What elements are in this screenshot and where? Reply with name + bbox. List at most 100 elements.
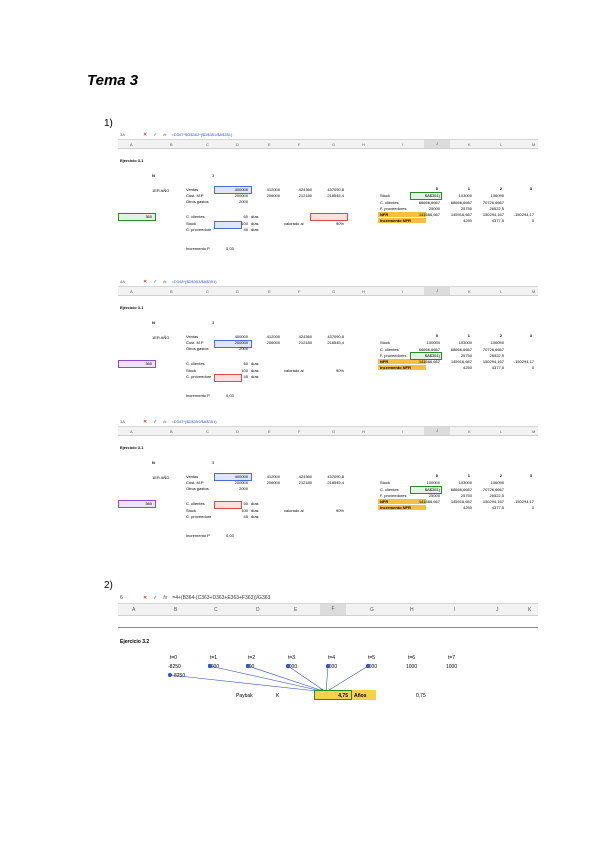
column-letter[interactable]: J — [496, 607, 499, 613]
column-letter[interactable]: I — [402, 289, 404, 294]
column-letter[interactable]: M — [532, 142, 536, 147]
column-letter[interactable]: M — [532, 289, 536, 294]
period-header: 3 — [529, 333, 532, 338]
cost-value: 218545,4 — [327, 193, 344, 198]
column-letter[interactable]: K — [528, 607, 532, 613]
column-letter[interactable]: G — [332, 289, 336, 294]
cost-value: 212180 — [298, 193, 312, 198]
right-row-label: F. proveedores — [380, 493, 407, 498]
column-letter[interactable]: H — [362, 429, 365, 434]
row-label: C. proveedore — [186, 514, 212, 519]
precedent-box — [118, 500, 156, 508]
increment-value: 0,03 — [226, 246, 234, 251]
cell-reference[interactable]: 3A — [120, 419, 125, 424]
confirm-icon[interactable]: ✓ — [153, 278, 158, 285]
confirm-icon[interactable]: ✓ — [153, 131, 158, 138]
spreadsheet-screenshot-2: 4A ✕ ✓ fx =D348*($D$353/$A$351) A B C D E F G H I J K L M… — [118, 277, 538, 417]
row-label: C. clientes — [186, 501, 205, 506]
increment-nfr-value: 4250 — [463, 218, 472, 223]
function-icon[interactable]: fx — [163, 279, 167, 284]
column-letter[interactable]: E — [268, 142, 271, 147]
column-letter[interactable]: J — [424, 427, 450, 435]
value-d: 2000 — [239, 346, 248, 351]
right-row-label: C. clientes — [380, 200, 399, 205]
column-letter[interactable]: B — [170, 142, 173, 147]
formula-text[interactable]: =D348*($D$353/$A$351) — [171, 279, 217, 284]
column-letter[interactable]: G — [332, 142, 336, 147]
column-letter[interactable]: E — [294, 607, 298, 613]
confirm-icon[interactable]: ✓ — [153, 418, 158, 425]
column-letter[interactable]: F — [320, 604, 346, 615]
column-letter[interactable]: D — [256, 607, 260, 613]
column-letter[interactable]: A — [130, 289, 133, 294]
formula-text[interactable]: =4+(B364-(C363+D363+E363+F363))/G363 — [172, 594, 271, 601]
column-letter[interactable]: J — [424, 287, 450, 295]
column-letter[interactable]: C — [206, 142, 209, 147]
function-icon[interactable]: fx — [163, 594, 168, 601]
column-letter[interactable]: B — [174, 607, 178, 613]
cancel-icon[interactable]: ✕ — [143, 594, 148, 601]
precedent-box — [214, 473, 252, 481]
column-letter[interactable]: F — [298, 289, 301, 294]
column-letter[interactable]: E — [268, 429, 271, 434]
column-letter[interactable]: D — [236, 289, 239, 294]
column-letter[interactable]: M — [532, 429, 536, 434]
column-letter[interactable]: F — [298, 142, 301, 147]
column-letter[interactable]: K — [468, 289, 471, 294]
cash-flow-value: 1000 — [446, 664, 458, 670]
nfr-value: 145916,667 — [450, 359, 472, 364]
column-letter[interactable]: C — [214, 607, 218, 613]
cell-reference[interactable]: 6 — [120, 594, 123, 601]
nfr-value: 141666,667 — [418, 359, 440, 364]
cancel-icon[interactable]: ✕ — [143, 278, 148, 285]
column-letter[interactable]: J — [424, 140, 450, 148]
column-letter[interactable]: I — [402, 429, 404, 434]
confirm-icon[interactable]: ✓ — [153, 594, 158, 601]
column-letter[interactable]: K — [468, 142, 471, 147]
column-letter[interactable]: K — [468, 429, 471, 434]
column-letter[interactable]: H — [410, 607, 414, 613]
column-letter[interactable]: L — [500, 289, 503, 294]
right-row-label: F. proveedores — [380, 353, 407, 358]
result-value: 68666,6667 — [450, 487, 472, 492]
valorado-label: valorado al — [284, 508, 304, 513]
column-letter[interactable]: L — [500, 429, 503, 434]
column-letter[interactable]: L — [500, 142, 503, 147]
column-letter[interactable]: G — [332, 429, 336, 434]
function-icon[interactable]: fx — [163, 132, 167, 137]
formula-text[interactable]: =D347*$G$362*($D$351/$A$351) — [171, 132, 233, 137]
selected-cell[interactable] — [314, 690, 352, 700]
time-label: t=7 — [448, 655, 456, 661]
column-letter[interactable]: F — [298, 429, 301, 434]
column-letter[interactable]: A — [130, 142, 133, 147]
column-letter[interactable]: I — [454, 607, 456, 613]
column-letter[interactable]: H — [362, 289, 365, 294]
column-letter[interactable]: A — [130, 429, 133, 434]
cell-reference[interactable]: 3A — [120, 132, 125, 137]
right-row-label: Incremento NFR — [380, 365, 411, 370]
column-letter[interactable]: D — [236, 142, 239, 147]
valorado-percent: 90% — [335, 508, 344, 513]
payback-label: Paybak — [236, 693, 253, 699]
ventas-value: 424360 — [298, 334, 312, 339]
column-letter[interactable]: C — [206, 289, 209, 294]
cell-reference[interactable]: 4A — [120, 279, 125, 284]
cancel-icon[interactable]: ✕ — [143, 418, 148, 425]
column-letter[interactable]: G — [370, 607, 374, 613]
column-letter[interactable]: D — [236, 429, 239, 434]
column-letter[interactable]: H — [362, 142, 365, 147]
unit-label: días — [251, 227, 259, 232]
value-d: 45 — [243, 227, 248, 232]
increment-label: Incremento P — [186, 393, 210, 398]
function-icon[interactable]: fx — [163, 419, 167, 424]
column-letter[interactable]: B — [170, 429, 173, 434]
row-label: Otros gastos — [186, 199, 209, 204]
column-letter[interactable]: B — [170, 289, 173, 294]
column-letter[interactable]: I — [402, 142, 404, 147]
column-letter[interactable]: C — [206, 429, 209, 434]
column-letter[interactable]: A — [132, 607, 136, 613]
exercise-heading: Ejercicio 3.1 — [120, 305, 144, 310]
cancel-icon[interactable]: ✕ — [143, 131, 148, 138]
column-letter[interactable]: E — [268, 289, 271, 294]
formula-text[interactable]: =D347*($D$350/$A$351) — [171, 419, 217, 424]
